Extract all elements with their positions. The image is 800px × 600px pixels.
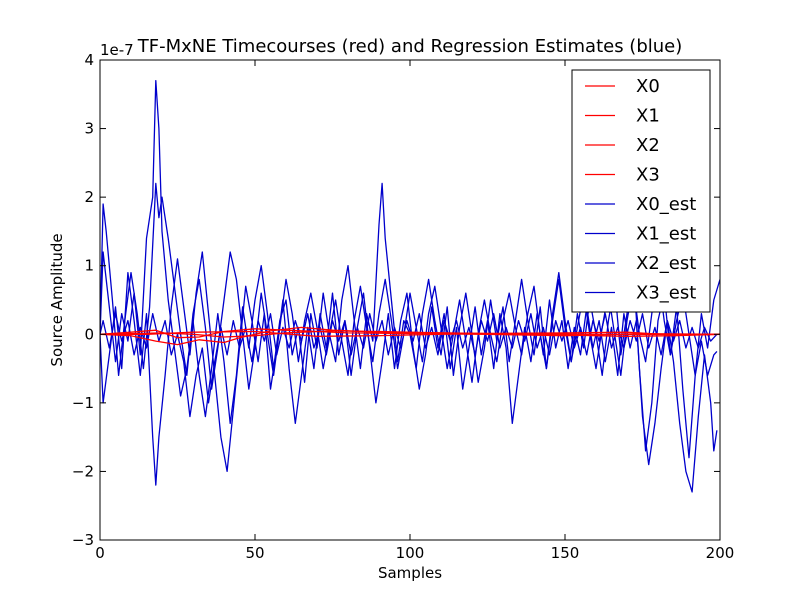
legend-label: X0	[636, 76, 660, 97]
y-tick-label: 4	[84, 51, 94, 69]
y-tick-label: 1	[84, 257, 94, 275]
y-offset-text: 1e-7	[100, 41, 134, 59]
legend-label: X2_est	[636, 253, 696, 274]
legend-label: X2	[636, 135, 660, 156]
legend-label: X1	[636, 106, 660, 127]
chart-title: TF-MxNE Timecourses (red) and Regression…	[137, 36, 683, 57]
legend-entries: X0 X1 X2 X3 X0_est X1_est X2_est X3_est	[585, 76, 696, 304]
legend-label: X0_est	[636, 194, 696, 215]
y-tick-label: 2	[84, 188, 94, 206]
axis-layer: 0 50 100 150 200 −3 −2 −1 0 1 2 3 4	[72, 51, 734, 562]
legend-label: X3	[636, 165, 660, 186]
x-tick-label: 200	[706, 544, 735, 562]
y-tick-label: −2	[72, 462, 94, 480]
y-tick-label: 3	[84, 120, 94, 138]
y-tick-label: 0	[84, 325, 94, 343]
legend-label: X3_est	[636, 283, 696, 304]
series-line-x3	[100, 330, 720, 337]
y-tick-label: −3	[72, 531, 94, 549]
legend: X0 X1 X2 X3 X0_est X1_est X2_est X3_est	[571, 69, 711, 313]
x-tick-label: 0	[95, 544, 105, 562]
x-axis-label: Samples	[378, 564, 442, 582]
x-tick-label: 150	[551, 544, 580, 562]
legend-label: X1_est	[636, 224, 696, 245]
legend-box	[571, 69, 711, 313]
series-line-x3-est	[100, 313, 718, 418]
y-tick-label: −1	[72, 394, 94, 412]
x-tick-label: 100	[396, 544, 425, 562]
x-tick-label: 50	[245, 544, 264, 562]
y-axis-label: Source Amplitude	[48, 233, 66, 366]
series-layer	[100, 79, 720, 493]
